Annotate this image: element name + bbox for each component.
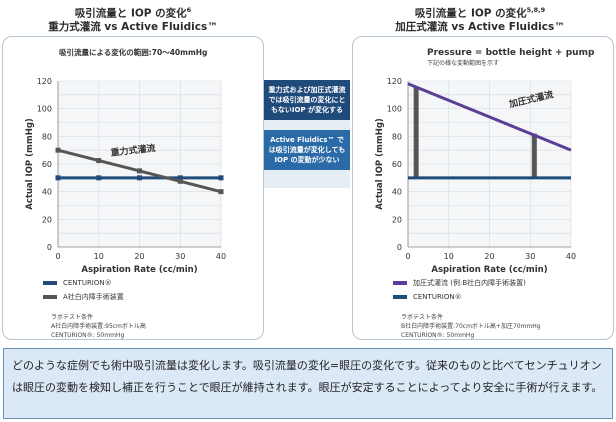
x-tick-label: 30	[175, 252, 185, 261]
y-tick-label: 80	[392, 132, 402, 141]
series-point-0	[96, 175, 102, 181]
legend-label: A社白内障手術装置	[63, 293, 124, 301]
left-chart-panel: 吸引流量による変化の範囲:70〜40mmHg 0 20 40 60 80 100 120 0 10…	[2, 36, 264, 340]
y-tick-label: 100	[37, 105, 52, 114]
right-legend: 加圧式灌流 (例:B社白内障手術装置) CENTURION®	[393, 276, 526, 304]
y-tick-label: 40	[392, 188, 402, 197]
series-point-1	[55, 147, 61, 153]
legend-item: A社白内障手術装置	[43, 290, 124, 304]
legend-item: CENTURION®	[43, 276, 124, 290]
right-title-sup: 5,8,9	[526, 6, 546, 14]
y-tick-label: 20	[42, 215, 52, 224]
callout-active-fluidics: Active Fluidics™ では吸引流量が変化してもIOP の変動が少ない	[264, 130, 350, 170]
series-point-1	[218, 189, 224, 195]
y-tick-label: 60	[392, 160, 402, 169]
left-title-line1: 吸引流量と IOP の変化	[74, 7, 187, 20]
left-panel-title: 吸引流量と IOP の変化6 重力式灌流 vs Active Fluidics™	[8, 4, 258, 34]
chart-title: 吸引流量による変化の範囲:70〜40mmHg	[59, 47, 207, 57]
series-point-1	[137, 168, 142, 174]
y-tick-label: 0	[47, 243, 52, 252]
y-tick-label: 100	[387, 105, 402, 114]
x-axis-label: Aspiration Rate (cc/min)	[431, 265, 547, 275]
test-condition-note: ラボテスト条件	[51, 314, 94, 321]
y-tick-label: 20	[392, 215, 402, 224]
x-axis-label: Aspiration Rate (cc/min)	[81, 265, 197, 275]
x-tick-label: 20	[134, 252, 144, 261]
middle-callouts: 重力式および加圧式灌流では吸引流量の変化にともないIOP が変化する Activ…	[264, 80, 350, 170]
right-chart-svg: Pressure = bottle height + pump下記の様な変動範囲…	[375, 48, 595, 275]
x-tick-label: 30	[525, 252, 535, 261]
left-legend: CENTURION® A社白内障手術装置	[43, 276, 124, 304]
series-point-0	[177, 175, 183, 181]
x-tick-label: 0	[405, 252, 410, 261]
chart-title: Pressure = bottle height + pump	[427, 48, 595, 58]
y-tick-label: 120	[387, 77, 402, 86]
test-condition-note: B社白内障手術装置:70cmボトル高+加圧70mmHg	[401, 323, 541, 330]
legend-swatch	[43, 281, 57, 285]
legend-swatch	[43, 295, 57, 299]
y-axis-label: Actual IOP (mmHg)	[25, 118, 35, 210]
y-tick-label: 0	[397, 243, 402, 252]
x-tick-label: 10	[94, 252, 104, 261]
test-condition-note: CENTURION®: 50mmHg	[401, 332, 475, 339]
series-line-0	[407, 82, 572, 152]
series-point-1	[177, 178, 183, 184]
right-chart-panel: Pressure = bottle height + pump 下記の様な変動範囲…	[352, 36, 614, 340]
test-condition-note: CENTURION®: 50mmHg	[51, 332, 125, 339]
legend-label: CENTURION®	[413, 293, 462, 301]
legend-swatch	[393, 281, 407, 285]
chart-subtitle: 下記の様な変動範囲を示す	[427, 59, 499, 67]
x-tick-label: 40	[566, 252, 576, 261]
callout-gravity-pressure: 重力式および加圧式灌流では吸引流量の変化にともないIOP が変化する	[264, 80, 350, 120]
legend-swatch	[393, 295, 407, 299]
right-title-line1: 吸引流量と IOP の変化	[414, 7, 527, 20]
legend-item: 加圧式灌流 (例:B社白内障手術装置)	[393, 276, 526, 290]
y-tick-label: 120	[37, 77, 52, 86]
x-tick-label: 0	[55, 252, 60, 261]
test-condition-note: ラボテスト条件	[401, 314, 444, 321]
left-chart-svg: 吸引流量による変化の範囲:70〜40mmHg 0 20 40 60 80 100 120 0 10…	[25, 47, 226, 275]
y-tick-label: 80	[42, 132, 52, 141]
legend-label: 加圧式灌流 (例:B社白内障手術装置)	[413, 279, 526, 287]
right-notes: ラボテスト条件 B社白内障手術装置:70cmボトル高+加圧70mmHg CENTUR…	[401, 313, 541, 339]
y-tick-label: 40	[42, 188, 52, 197]
x-tick-label: 20	[484, 252, 494, 261]
y-axis-label: Actual IOP (mmHg)	[375, 118, 385, 210]
series-point-0	[137, 175, 142, 181]
x-tick-label: 40	[216, 252, 226, 261]
x-tick-label: 10	[444, 252, 454, 261]
footer-description: どのような症例でも術中吸引流量は変化します。吸引流量の変化=眼圧の変化です。従来…	[3, 348, 613, 419]
right-panel-title: 吸引流量と IOP の変化5,8,9 加圧式灌流 vs Active Fluid…	[355, 4, 605, 34]
legend-item: CENTURION®	[393, 290, 526, 304]
test-condition-note: A社白内障手術装置:95cmボトル高	[51, 323, 146, 330]
left-title-line2: 重力式灌流 vs Active Fluidics™	[48, 20, 218, 33]
series-point-1	[96, 158, 102, 164]
series-point-0	[218, 175, 224, 181]
legend-label: CENTURION®	[63, 279, 112, 287]
y-tick-label: 60	[42, 160, 52, 169]
right-title-line2: 加圧式灌流 vs Active Fluidics™	[395, 20, 565, 33]
series-point-0	[55, 175, 61, 181]
left-title-sup: 6	[186, 6, 192, 14]
left-notes: ラボテスト条件 A社白内障手術装置:95cmボトル高 CENTURION®: 50m…	[51, 313, 146, 339]
